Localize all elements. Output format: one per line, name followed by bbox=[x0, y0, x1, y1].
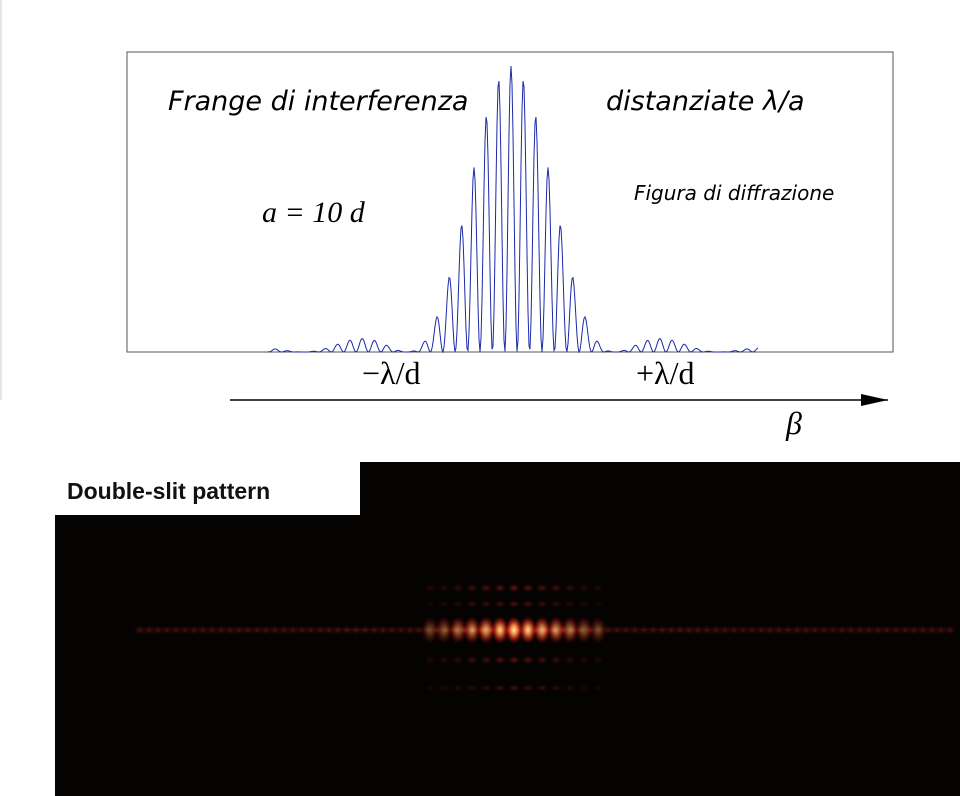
fringe-spot bbox=[549, 655, 563, 665]
fringe-spot bbox=[943, 625, 957, 635]
caption-box bbox=[55, 462, 360, 515]
fringe-spot bbox=[533, 616, 551, 644]
fringe-spot bbox=[465, 600, 479, 608]
fringe-spot bbox=[535, 684, 549, 692]
fringe-spot bbox=[423, 600, 437, 608]
fringe-spot bbox=[479, 583, 493, 593]
fringe-spot bbox=[463, 616, 481, 644]
fringe-spot bbox=[493, 600, 507, 608]
fringe-spot bbox=[435, 616, 453, 644]
fringe-spot bbox=[577, 583, 591, 593]
fringe-spot bbox=[451, 684, 465, 692]
fringe-spot bbox=[577, 655, 591, 665]
fringe-spot bbox=[547, 616, 565, 644]
fringe-spot bbox=[521, 684, 535, 692]
fringe-spot bbox=[563, 600, 577, 608]
fringe-spot bbox=[479, 655, 493, 665]
fringe-spot bbox=[423, 583, 437, 593]
photo-caption: Double-slit pattern bbox=[67, 478, 270, 504]
fringe-spot bbox=[421, 616, 439, 644]
fringe-spot bbox=[491, 616, 509, 644]
fringe-spot bbox=[437, 655, 451, 665]
ratio-label: a = 10 d bbox=[262, 196, 366, 229]
fringe-spot bbox=[589, 616, 607, 644]
fringe-spot bbox=[479, 600, 493, 608]
fringe-spot bbox=[451, 655, 465, 665]
fringe-spot bbox=[423, 655, 437, 665]
axis-label: β bbox=[785, 405, 802, 441]
fringe-spot bbox=[535, 583, 549, 593]
fringe-spot bbox=[577, 684, 591, 692]
fringe-spot bbox=[465, 684, 479, 692]
fringe-spot bbox=[563, 684, 577, 692]
fringe-spot bbox=[591, 600, 605, 608]
fringe-spot bbox=[477, 616, 495, 644]
fringe-spot bbox=[493, 684, 507, 692]
fringe-spot bbox=[591, 655, 605, 665]
fringe-spot bbox=[465, 655, 479, 665]
fringe-spot bbox=[493, 655, 507, 665]
fringe-spot bbox=[561, 616, 579, 644]
fringe-spot bbox=[521, 583, 535, 593]
fringe-glow bbox=[133, 583, 957, 692]
fringe-spot bbox=[437, 684, 451, 692]
minus-tick: −λ/d bbox=[362, 355, 420, 391]
fringe-spot bbox=[479, 684, 493, 692]
fringe-spot bbox=[521, 655, 535, 665]
fringe-spot bbox=[591, 583, 605, 593]
fringe-spot bbox=[423, 684, 437, 692]
right-label: distanziate λ/a bbox=[606, 86, 805, 117]
fringe-spot bbox=[535, 655, 549, 665]
fringe-spot bbox=[451, 583, 465, 593]
fringe-spot bbox=[519, 616, 537, 644]
fringe-spot bbox=[507, 684, 521, 692]
fringe-spot bbox=[437, 600, 451, 608]
fringe-spot bbox=[505, 616, 523, 644]
fringe-spot bbox=[465, 583, 479, 593]
fringe-spot bbox=[575, 616, 593, 644]
fringe-spot bbox=[449, 616, 467, 644]
fringe-spot bbox=[591, 684, 605, 692]
fringe-spot bbox=[563, 583, 577, 593]
fringe-spot bbox=[563, 655, 577, 665]
fringe-spot bbox=[493, 583, 507, 593]
fringe-spot bbox=[577, 600, 591, 608]
fringe-spot bbox=[507, 600, 521, 608]
fringe-spot bbox=[507, 583, 521, 593]
envelope-label: Figura di diffrazione bbox=[634, 181, 834, 205]
fringe-spot bbox=[437, 583, 451, 593]
left-label: Frange di interferenza bbox=[168, 86, 468, 117]
fringe-spot bbox=[549, 600, 563, 608]
fringe-spot bbox=[535, 600, 549, 608]
intensity-curve bbox=[267, 65, 759, 354]
fringe-spot bbox=[549, 583, 563, 593]
plus-tick: +λ/d bbox=[636, 355, 694, 391]
fringe-spot bbox=[451, 600, 465, 608]
fringe-spot bbox=[521, 600, 535, 608]
fringe-spot bbox=[549, 684, 563, 692]
fringe-spot bbox=[507, 655, 521, 665]
